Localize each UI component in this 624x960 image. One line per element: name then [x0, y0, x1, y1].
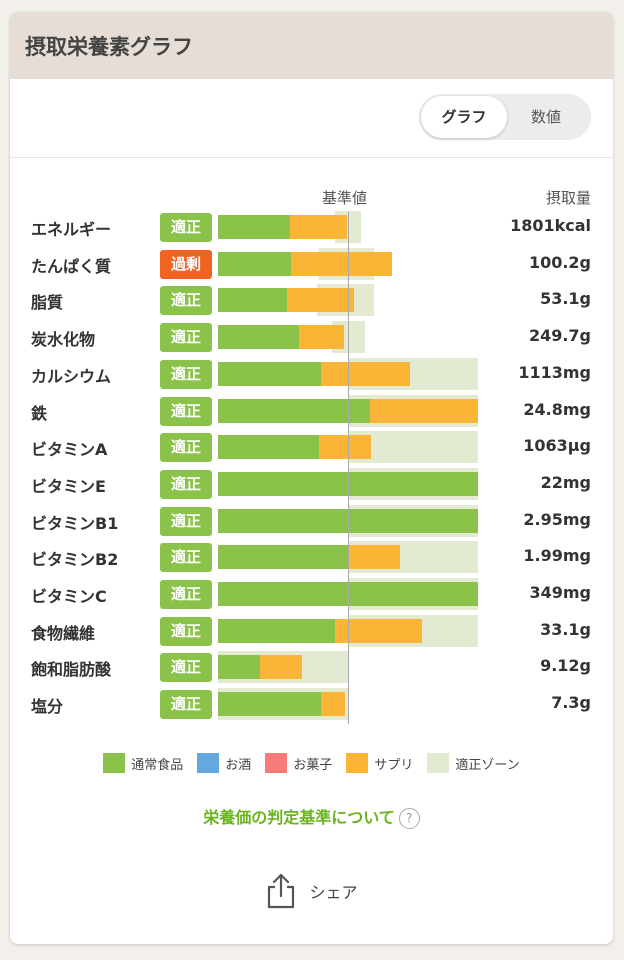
intake-value: 1113mg [518, 362, 591, 382]
legend-swatch [427, 753, 450, 773]
share-button[interactable]: シェア [10, 872, 613, 910]
share-icon [268, 873, 295, 909]
nutrient-name: たんぱく質 [31, 256, 112, 276]
card-title: 摂取栄養素グラフ [25, 34, 193, 59]
nutrient-name: 脂質 [31, 293, 64, 313]
legend-swatch [265, 753, 288, 773]
nutrient-name: 飽和脂肪酸 [31, 660, 112, 680]
legend-label: 通常食品 [131, 757, 184, 773]
food-bar [218, 361, 321, 386]
reference-line [348, 212, 349, 724]
status-badge: 適正 [160, 616, 212, 646]
status-badge: 適正 [160, 543, 212, 573]
intake-value: 1.99mg [523, 546, 591, 566]
nutrient-name: ビタミンB2 [31, 550, 119, 570]
nutrient-name: ビタミンB1 [31, 513, 119, 533]
food-bar [218, 655, 260, 680]
nutrient-name: 塩分 [31, 697, 64, 717]
help-icon[interactable]: ? [398, 808, 420, 829]
nutrient-name: カルシウム [31, 366, 112, 386]
food-bar [218, 435, 320, 460]
view-toggle-row: グラフ 数値 [10, 79, 613, 158]
legend-item: お酒 [197, 753, 251, 773]
status-badge: 適正 [160, 323, 212, 353]
status-badge: 適正 [160, 506, 212, 536]
food-bar [218, 325, 299, 350]
nutrient-name: 炭水化物 [31, 330, 96, 350]
supplement-bar [370, 398, 478, 423]
nutrient-name: ビタミンA [31, 440, 108, 460]
status-badge: 適正 [160, 359, 212, 389]
status-badge: 適正 [160, 653, 212, 683]
intake-value: 33.1g [540, 619, 591, 639]
intake-value: 9.12g [540, 656, 591, 676]
supplement-bar [286, 288, 355, 313]
status-badge: 適正 [160, 433, 212, 463]
supplement-bar [298, 325, 345, 350]
supplement-bar [319, 435, 372, 460]
legend-label: サプリ [374, 757, 414, 773]
legend-label: 適正ゾーン [455, 757, 520, 773]
criteria-link[interactable]: 栄養価の判定基準について? [10, 804, 613, 829]
graph-tab[interactable]: グラフ [421, 96, 507, 138]
nutrient-name: ビタミンE [31, 476, 106, 496]
food-bar [218, 545, 348, 570]
legend-swatch [103, 753, 126, 773]
food-bar [218, 215, 290, 239]
intake-value: 24.8mg [523, 399, 591, 419]
legend-item: お菓子 [265, 753, 332, 773]
nutrient-name: ビタミンC [31, 587, 107, 606]
status-badge: 適正 [160, 690, 212, 720]
status-badge: 適正 [160, 213, 212, 242]
supplement-bar [320, 692, 346, 717]
intake-value: 53.1g [540, 289, 591, 309]
legend-label: お菓子 [293, 757, 333, 773]
legend-item: 通常食品 [103, 753, 183, 773]
intake-value: 1063µg [523, 436, 591, 456]
nutrient-name: 鉄 [31, 403, 48, 423]
intake-value: 7.3g [551, 693, 591, 713]
nutrient-graph-card: 摂取栄養素グラフ グラフ 数値 基準値 摂取量 エネルギー 適正 1801kcal た… [10, 12, 613, 944]
criteria-link-text[interactable]: 栄養価の判定基準について [203, 808, 395, 827]
intake-value: 22mg [540, 472, 591, 492]
status-badge: 適正 [160, 469, 212, 499]
legend-swatch [346, 753, 369, 773]
nutrient-name: エネルギー [31, 220, 112, 239]
amount-header: 摂取量 [545, 189, 591, 207]
status-badge: 適正 [160, 580, 212, 609]
intake-value: 249.7g [528, 326, 591, 346]
intake-value: 100.2g [528, 252, 591, 272]
legend-label: お酒 [225, 757, 252, 773]
supplement-bar [259, 655, 303, 680]
food-bar [218, 398, 371, 423]
supplement-bar [348, 545, 400, 570]
status-badge: 過剰 [160, 249, 212, 279]
legend: 通常食品 お酒 お菓子 サプリ 適正ゾーン [10, 753, 613, 773]
reference-header: 基準値 [322, 189, 368, 207]
food-bar [218, 251, 291, 276]
number-tab[interactable]: 数値 [530, 108, 561, 126]
status-badge: 適正 [160, 396, 212, 426]
share-label[interactable]: シェア [309, 883, 358, 902]
supplement-bar [320, 361, 411, 386]
intake-value: 2.95mg [523, 509, 591, 529]
supplement-bar [335, 618, 423, 643]
card-header: 摂取栄養素グラフ [10, 12, 613, 79]
view-toggle[interactable]: グラフ 数値 [419, 94, 591, 140]
legend-item: 適正ゾーン [427, 753, 520, 773]
intake-value: 1801kcal [510, 216, 591, 235]
status-badge: 適正 [160, 286, 212, 316]
nutrient-name: 食物繊維 [31, 623, 96, 643]
supplement-bar [289, 215, 347, 239]
legend-item: サプリ [346, 753, 413, 773]
supplement-bar [290, 251, 393, 276]
legend-swatch [197, 753, 220, 773]
food-bar [218, 618, 335, 643]
food-bar [218, 692, 321, 717]
intake-value: 349mg [529, 583, 591, 602]
food-bar [218, 288, 287, 313]
